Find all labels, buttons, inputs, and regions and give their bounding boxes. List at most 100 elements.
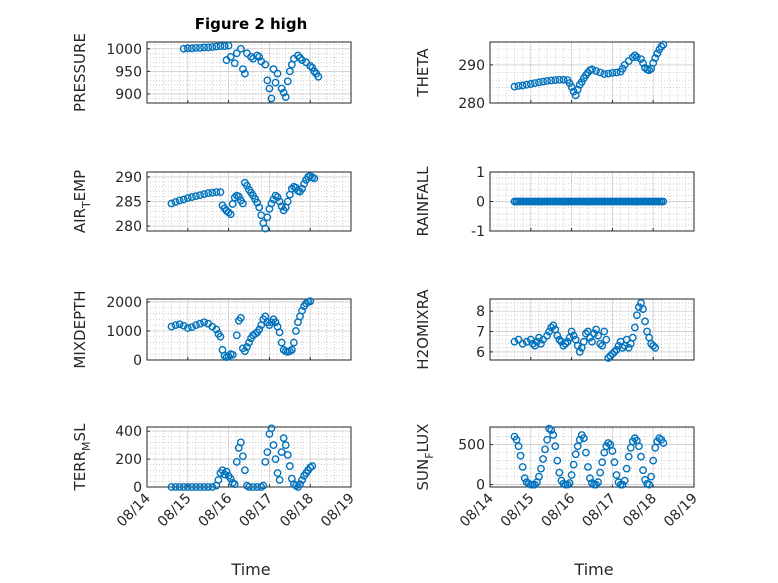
data-point <box>277 202 286 211</box>
data-point <box>241 69 249 78</box>
data-point <box>618 64 627 73</box>
data-point <box>518 81 527 90</box>
y-tick-label: 0 <box>476 195 485 211</box>
data-point <box>600 70 609 78</box>
data-point <box>167 322 176 331</box>
data-point <box>192 192 200 200</box>
y-axis-label-main: RAINFALL <box>414 166 432 237</box>
y-tick-label: 8 <box>476 304 485 320</box>
data-point <box>298 56 306 64</box>
data-point <box>549 321 558 330</box>
y-axis-label-main: MIXDEPTH <box>71 290 89 368</box>
data-point <box>241 466 249 475</box>
data-point <box>236 44 245 53</box>
data-point <box>263 448 272 457</box>
data-point <box>630 323 639 332</box>
data-point <box>167 483 176 491</box>
data-point <box>310 67 319 76</box>
data-point <box>245 483 253 491</box>
y-axis-label-main: THETA <box>414 48 432 98</box>
y-tick-label: 290 <box>115 170 142 186</box>
subplot-5: 0 1000 2000 MIXDEPTH <box>71 290 352 369</box>
data-point <box>306 62 315 70</box>
data-point <box>596 68 605 77</box>
data-point <box>263 76 272 85</box>
data-point <box>216 42 225 50</box>
data-point <box>575 347 584 356</box>
data-point <box>543 435 552 444</box>
y-tick-label: 290 <box>458 58 485 74</box>
data-point <box>196 319 204 328</box>
data-point <box>200 318 209 327</box>
data-point <box>608 349 617 358</box>
figure-title: Figure 2 high <box>195 15 308 33</box>
data-point <box>230 193 239 202</box>
y-axis-label-subscript: M <box>80 441 93 451</box>
data-point <box>598 341 607 350</box>
data-point <box>310 174 319 183</box>
data-point <box>651 54 660 62</box>
data-point <box>647 472 656 481</box>
data-point <box>261 60 270 69</box>
data-point <box>555 75 564 84</box>
data-point <box>200 43 209 52</box>
y-tick-label: 200 <box>115 452 142 468</box>
data-point <box>514 442 523 451</box>
data-point <box>657 42 666 51</box>
y-tick-label: 7 <box>476 325 485 341</box>
data-point <box>539 335 547 344</box>
data-point <box>187 483 196 491</box>
data-point <box>581 329 590 338</box>
data-point <box>567 327 576 336</box>
data-point <box>551 442 560 451</box>
data-point <box>171 483 180 491</box>
data-point <box>216 188 225 197</box>
data-point <box>624 452 633 461</box>
data-point <box>600 327 609 336</box>
data-point <box>281 441 290 450</box>
data-point <box>588 337 596 346</box>
y-tick-label: 950 <box>115 64 142 80</box>
data-point <box>604 354 613 362</box>
data-point <box>283 77 292 86</box>
subplot-1: 900 950 1000 PRESSURE <box>71 33 352 112</box>
data-point <box>539 77 547 86</box>
data-point <box>575 435 584 444</box>
y-axis-label: PRESSURE <box>71 33 89 112</box>
data-point <box>226 53 235 61</box>
data-point <box>547 76 556 85</box>
data-point <box>226 474 235 483</box>
data-series <box>510 197 668 206</box>
y-axis-label-main: H2OMIXRA <box>414 289 432 370</box>
data-point <box>596 339 605 348</box>
axes-frame <box>146 426 352 488</box>
data-point <box>196 483 204 491</box>
y-axis-label-subscript: F <box>423 452 436 458</box>
data-point <box>522 80 531 89</box>
data-point <box>637 55 645 64</box>
plot-area <box>489 298 695 361</box>
data-point <box>271 318 280 327</box>
data-point <box>526 80 535 88</box>
data-point <box>647 339 656 348</box>
data-point <box>277 84 286 93</box>
data-point <box>222 467 231 476</box>
data-point <box>549 431 558 439</box>
y-tick-label: 500 <box>458 438 485 454</box>
data-point <box>196 43 204 52</box>
data-point <box>314 72 323 81</box>
data-point <box>567 83 576 91</box>
data-point <box>236 438 245 447</box>
data-point <box>561 339 570 348</box>
data-point <box>551 76 560 85</box>
data-point <box>586 474 594 483</box>
data-point <box>192 43 200 52</box>
data-point <box>277 448 286 457</box>
data-point <box>232 49 241 58</box>
data-point <box>555 468 564 477</box>
data-point <box>637 452 645 461</box>
data-point <box>208 43 217 51</box>
data-point <box>245 338 253 347</box>
data-point <box>520 474 529 483</box>
